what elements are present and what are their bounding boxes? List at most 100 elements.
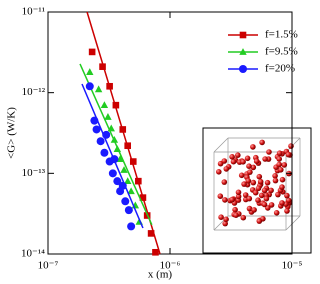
- sphere: [256, 173, 263, 180]
- cube-edge: [213, 137, 229, 153]
- x-tick-label: 10⁻⁷: [38, 260, 59, 272]
- legend-marker: [239, 48, 247, 55]
- x-axis-title: x (m): [148, 269, 172, 281]
- sphere: [261, 201, 268, 208]
- y-tick-label: 10⁻¹³: [22, 167, 46, 179]
- sphere: [263, 195, 270, 202]
- legend-label: f=9.5%: [265, 46, 298, 58]
- sphere: [276, 161, 283, 168]
- marker: [113, 145, 122, 152]
- sphere: [223, 166, 230, 172]
- marker: [96, 137, 105, 146]
- y-tick-label: 10⁻¹¹: [22, 6, 45, 18]
- sphere: [250, 164, 257, 171]
- x-tick-label: 10⁻⁵: [282, 260, 303, 272]
- sphere: [275, 191, 281, 198]
- sphere: [251, 207, 257, 213]
- marker: [113, 177, 122, 186]
- marker: [119, 126, 127, 133]
- sphere: [257, 178, 264, 185]
- sphere: [244, 155, 251, 162]
- sphere: [268, 202, 275, 208]
- marker: [135, 177, 142, 185]
- marker: [127, 187, 135, 195]
- y-axis-title: <G> (W/K): [6, 107, 18, 159]
- y-tick-label: 10⁻¹²: [22, 86, 46, 98]
- sphere: [252, 189, 259, 196]
- marker: [147, 230, 155, 237]
- sphere: [247, 169, 253, 175]
- marker: [102, 130, 111, 139]
- x-tick-label: 10⁻⁶: [160, 260, 181, 272]
- sphere: [264, 179, 271, 186]
- marker: [120, 166, 128, 173]
- sphere: [246, 163, 252, 169]
- sphere: [272, 177, 279, 184]
- marker: [152, 248, 159, 256]
- marker: [100, 101, 109, 109]
- sphere: [279, 176, 286, 183]
- sphere: [285, 151, 292, 158]
- marker: [90, 116, 99, 125]
- sphere: [250, 144, 256, 150]
- marker: [112, 101, 120, 109]
- marker: [100, 148, 109, 157]
- fit-line: [79, 63, 153, 226]
- sphere: [240, 214, 247, 221]
- sphere: [262, 156, 268, 162]
- sphere: [217, 193, 224, 199]
- marker: [104, 113, 112, 120]
- sphere: [288, 143, 294, 149]
- sphere: [245, 178, 252, 184]
- legend-label: f=20%: [265, 63, 295, 75]
- inset-figure: [202, 127, 312, 254]
- sphere: [279, 184, 285, 190]
- marker: [110, 135, 119, 143]
- sphere: [253, 158, 260, 164]
- marker: [127, 222, 136, 231]
- sphere: [240, 159, 246, 165]
- sphere: [235, 189, 242, 196]
- legend-marker: [239, 65, 247, 73]
- y-tick-label: 10⁻¹⁴: [21, 248, 45, 260]
- sphere: [242, 192, 249, 198]
- marker: [99, 63, 106, 70]
- marker: [118, 181, 127, 190]
- sphere: [229, 196, 235, 203]
- sphere: [273, 210, 280, 216]
- marker: [124, 142, 131, 150]
- sphere: [272, 173, 278, 179]
- sphere: [281, 162, 288, 168]
- marker: [110, 155, 119, 164]
- marker: [86, 68, 94, 75]
- sphere: [285, 197, 292, 204]
- marker: [121, 197, 130, 206]
- sphere: [229, 154, 235, 160]
- marker: [123, 177, 132, 185]
- legend-label: f=1.5%: [265, 29, 298, 41]
- cube-edge: [285, 215, 301, 231]
- sphere: [235, 152, 241, 158]
- sphere: [268, 187, 274, 194]
- sphere: [258, 192, 265, 199]
- sphere: [221, 158, 228, 164]
- sphere: [250, 179, 257, 186]
- marker: [106, 82, 113, 90]
- sphere: [259, 139, 265, 146]
- sphere: [216, 169, 222, 175]
- sphere: [276, 156, 283, 162]
- sphere: [279, 200, 285, 206]
- sphere: [235, 193, 242, 200]
- marker: [129, 158, 137, 165]
- sphere: [255, 185, 262, 192]
- sphere: [222, 197, 228, 203]
- sphere: [255, 197, 261, 203]
- marker: [124, 206, 133, 215]
- sphere: [232, 206, 238, 213]
- sphere: [266, 149, 272, 155]
- sphere: [233, 212, 239, 218]
- sphere: [230, 158, 237, 165]
- sphere: [261, 187, 268, 194]
- marker: [108, 169, 117, 178]
